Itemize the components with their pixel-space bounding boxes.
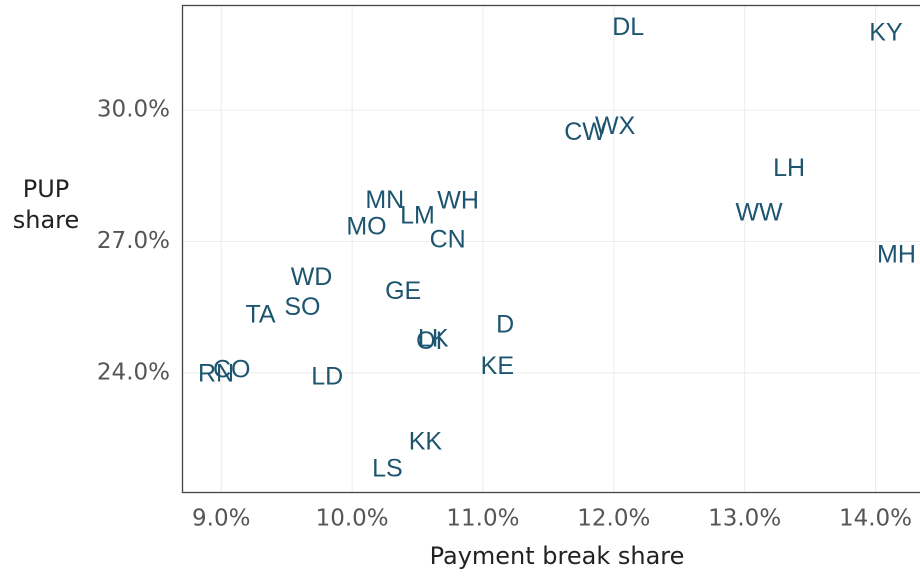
point-label: WX bbox=[595, 112, 636, 140]
x-tick-label: 10.0% bbox=[316, 506, 389, 532]
point-label: MH bbox=[877, 241, 916, 269]
point-label: LK bbox=[418, 325, 449, 353]
x-tick-label: 14.0% bbox=[839, 506, 912, 532]
y-tick-label: 27.0% bbox=[97, 228, 170, 254]
point-label: WD bbox=[291, 263, 333, 291]
grid bbox=[182, 5, 920, 492]
point-label: WW bbox=[735, 199, 783, 227]
point-label: D bbox=[496, 311, 514, 339]
point-label: TA bbox=[245, 301, 275, 329]
point-label: MN bbox=[365, 186, 404, 214]
point-label: KK bbox=[409, 428, 443, 456]
x-tick-label: 12.0% bbox=[577, 506, 650, 532]
point-label: GE bbox=[385, 277, 421, 305]
point-label: LM bbox=[400, 202, 435, 230]
x-tick-label: 9.0% bbox=[192, 506, 250, 532]
x-tick-label: 11.0% bbox=[446, 506, 519, 532]
point-label: RN bbox=[198, 360, 234, 388]
y-axis-title: PUP share bbox=[12, 175, 80, 234]
point-label: DL bbox=[612, 13, 644, 41]
point-label: CO bbox=[213, 356, 251, 384]
x-tick-label: 13.0% bbox=[708, 506, 781, 532]
point-label: WH bbox=[437, 187, 479, 215]
point-label: KY bbox=[869, 19, 903, 47]
plot-frame bbox=[181, 4, 920, 494]
point-label: CN bbox=[430, 226, 466, 254]
point-label: SO bbox=[284, 293, 320, 321]
x-axis-title: Payment break share bbox=[430, 542, 685, 570]
point-label: MO bbox=[346, 213, 386, 241]
point-label: CW bbox=[564, 118, 606, 146]
point-label: LS bbox=[372, 455, 403, 483]
point-label: LH bbox=[773, 154, 805, 182]
point-label: KE bbox=[481, 352, 514, 380]
y-tick-label: 30.0% bbox=[97, 97, 170, 123]
point-label: LD bbox=[311, 363, 343, 391]
point-label: OI bbox=[416, 327, 442, 355]
y-tick-label: 24.0% bbox=[97, 359, 170, 385]
